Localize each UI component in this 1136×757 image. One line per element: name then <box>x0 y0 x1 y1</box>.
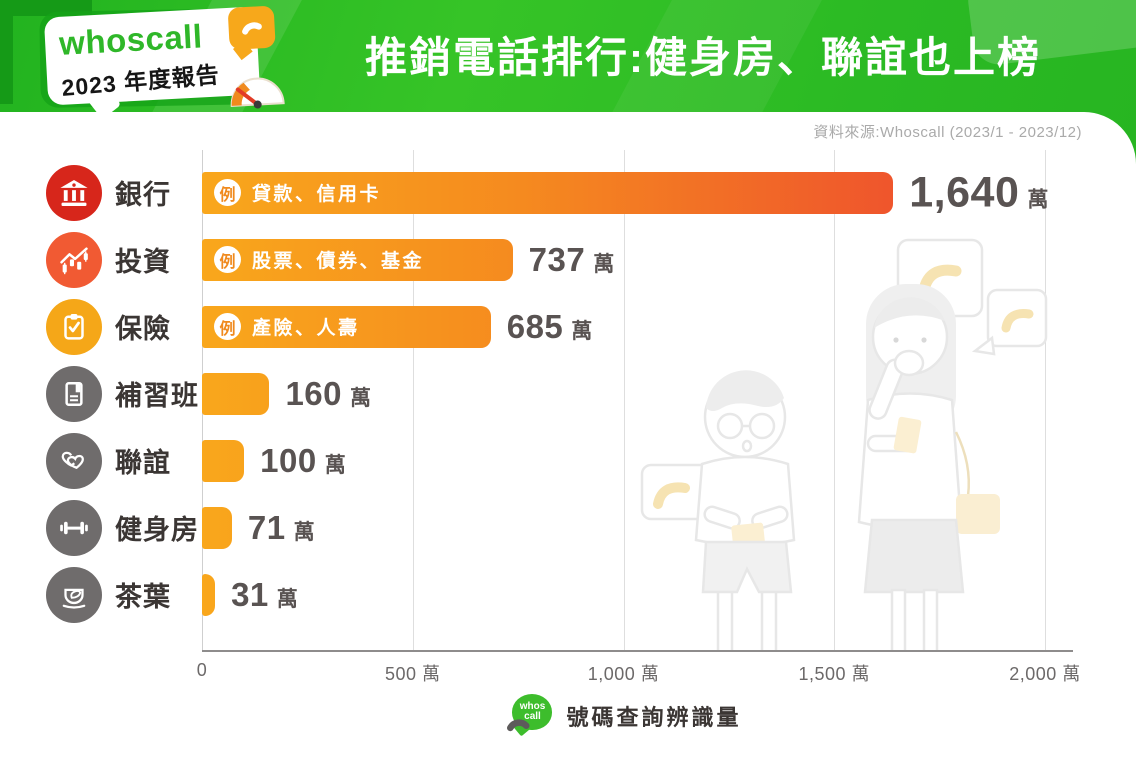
background-illustration <box>640 238 1048 652</box>
chart-row-cram-school: 補習班 160 萬 <box>0 360 1136 427</box>
gauge-icon <box>230 77 285 109</box>
x-axis-label: 號碼查詢辨識量 <box>566 705 742 730</box>
gridline <box>623 150 625 651</box>
whoscall-report-badge: whoscall 2023 年度報告 <box>39 5 285 120</box>
chart-row-bank: 銀行 例 貸款、信用卡 1,640 萬 <box>0 159 1136 226</box>
value-label: 100 萬 <box>260 441 346 479</box>
x-axis-line <box>202 650 1073 652</box>
chart-row-investment: 投資 例 股票、債券、基金 737 萬 <box>0 226 1136 293</box>
chart-row-insurance: 保險 例 產險、人壽 685 萬 <box>0 293 1136 360</box>
bar-gym <box>202 506 232 549</box>
insurance-icon <box>46 298 102 355</box>
bar-social <box>202 439 245 482</box>
phone-bubble-icon <box>227 5 276 50</box>
data-source-note: 資料來源:Whoscall (2023/1 - 2023/12) <box>813 124 1082 141</box>
x-axis-ticks: 0 500 萬 1,000 萬 1,500 萬 2,000 萬 <box>197 660 1081 686</box>
value-label: 685 萬 <box>506 307 593 345</box>
example-badge: 例 <box>214 313 241 340</box>
value-label: 31 萬 <box>231 575 298 613</box>
category-label: 銀行 <box>115 180 171 210</box>
gridline <box>834 150 836 651</box>
gridline <box>412 150 414 651</box>
bar-chart: 銀行 例 貸款、信用卡 1,640 萬 <box>0 150 1136 652</box>
x-tick: 1,500 萬 <box>798 664 871 684</box>
header-dark-ribbon <box>0 0 13 104</box>
value-label: 1,640 萬 <box>909 168 1049 216</box>
category-label: 健身房 <box>115 515 199 545</box>
gym-icon <box>46 499 102 556</box>
x-tick: 1,000 萬 <box>587 664 660 684</box>
bar-bank: 例 貸款、信用卡 <box>202 171 894 214</box>
x-tick: 0 <box>196 660 208 680</box>
social-icon <box>46 432 102 489</box>
x-axis-label-group: whos call 號碼查詢辨識量 <box>0 694 1136 738</box>
example-text: 貸款、信用卡 <box>252 184 382 205</box>
category-label: 保險 <box>115 314 171 344</box>
value-label: 160 萬 <box>285 374 371 412</box>
whoscall-mini-logo: whos call <box>506 694 553 738</box>
chart-row-gym: 健身房 71 萬 <box>0 494 1136 561</box>
gridline <box>1045 150 1046 651</box>
phone-handset-icon <box>507 719 531 732</box>
chart-row-social: 聯誼 100 萬 <box>0 427 1136 494</box>
bar-cram-school <box>202 372 270 415</box>
chart-rows: 銀行 例 貸款、信用卡 1,640 萬 <box>0 159 1136 628</box>
category-label: 茶葉 <box>115 582 171 612</box>
phone-handset-icon <box>242 22 262 35</box>
bank-icon <box>46 164 102 221</box>
x-tick: 2,000 萬 <box>1009 664 1081 684</box>
bar-investment: 例 股票、債券、基金 <box>202 238 513 281</box>
example-badge: 例 <box>214 179 241 206</box>
category-label: 投資 <box>115 247 171 277</box>
investment-icon <box>46 231 102 288</box>
bar-insurance: 例 產險、人壽 <box>202 305 491 348</box>
bar-tea <box>202 573 216 616</box>
chart-row-tea: 茶葉 31 萬 <box>0 561 1136 628</box>
example-text: 產險、人壽 <box>252 318 360 339</box>
x-tick: 500 萬 <box>384 664 441 684</box>
example-badge: 例 <box>214 246 241 273</box>
value-label: 737 萬 <box>528 240 615 278</box>
cram-school-icon <box>46 365 102 422</box>
category-label: 聯誼 <box>115 448 171 478</box>
page-title: 推銷電話排行:健身房、聯誼也上榜 <box>365 34 1041 81</box>
example-text: 股票、債券、基金 <box>252 251 425 272</box>
category-label: 補習班 <box>115 381 199 411</box>
value-label: 71 萬 <box>247 508 315 546</box>
tea-icon <box>46 566 102 623</box>
